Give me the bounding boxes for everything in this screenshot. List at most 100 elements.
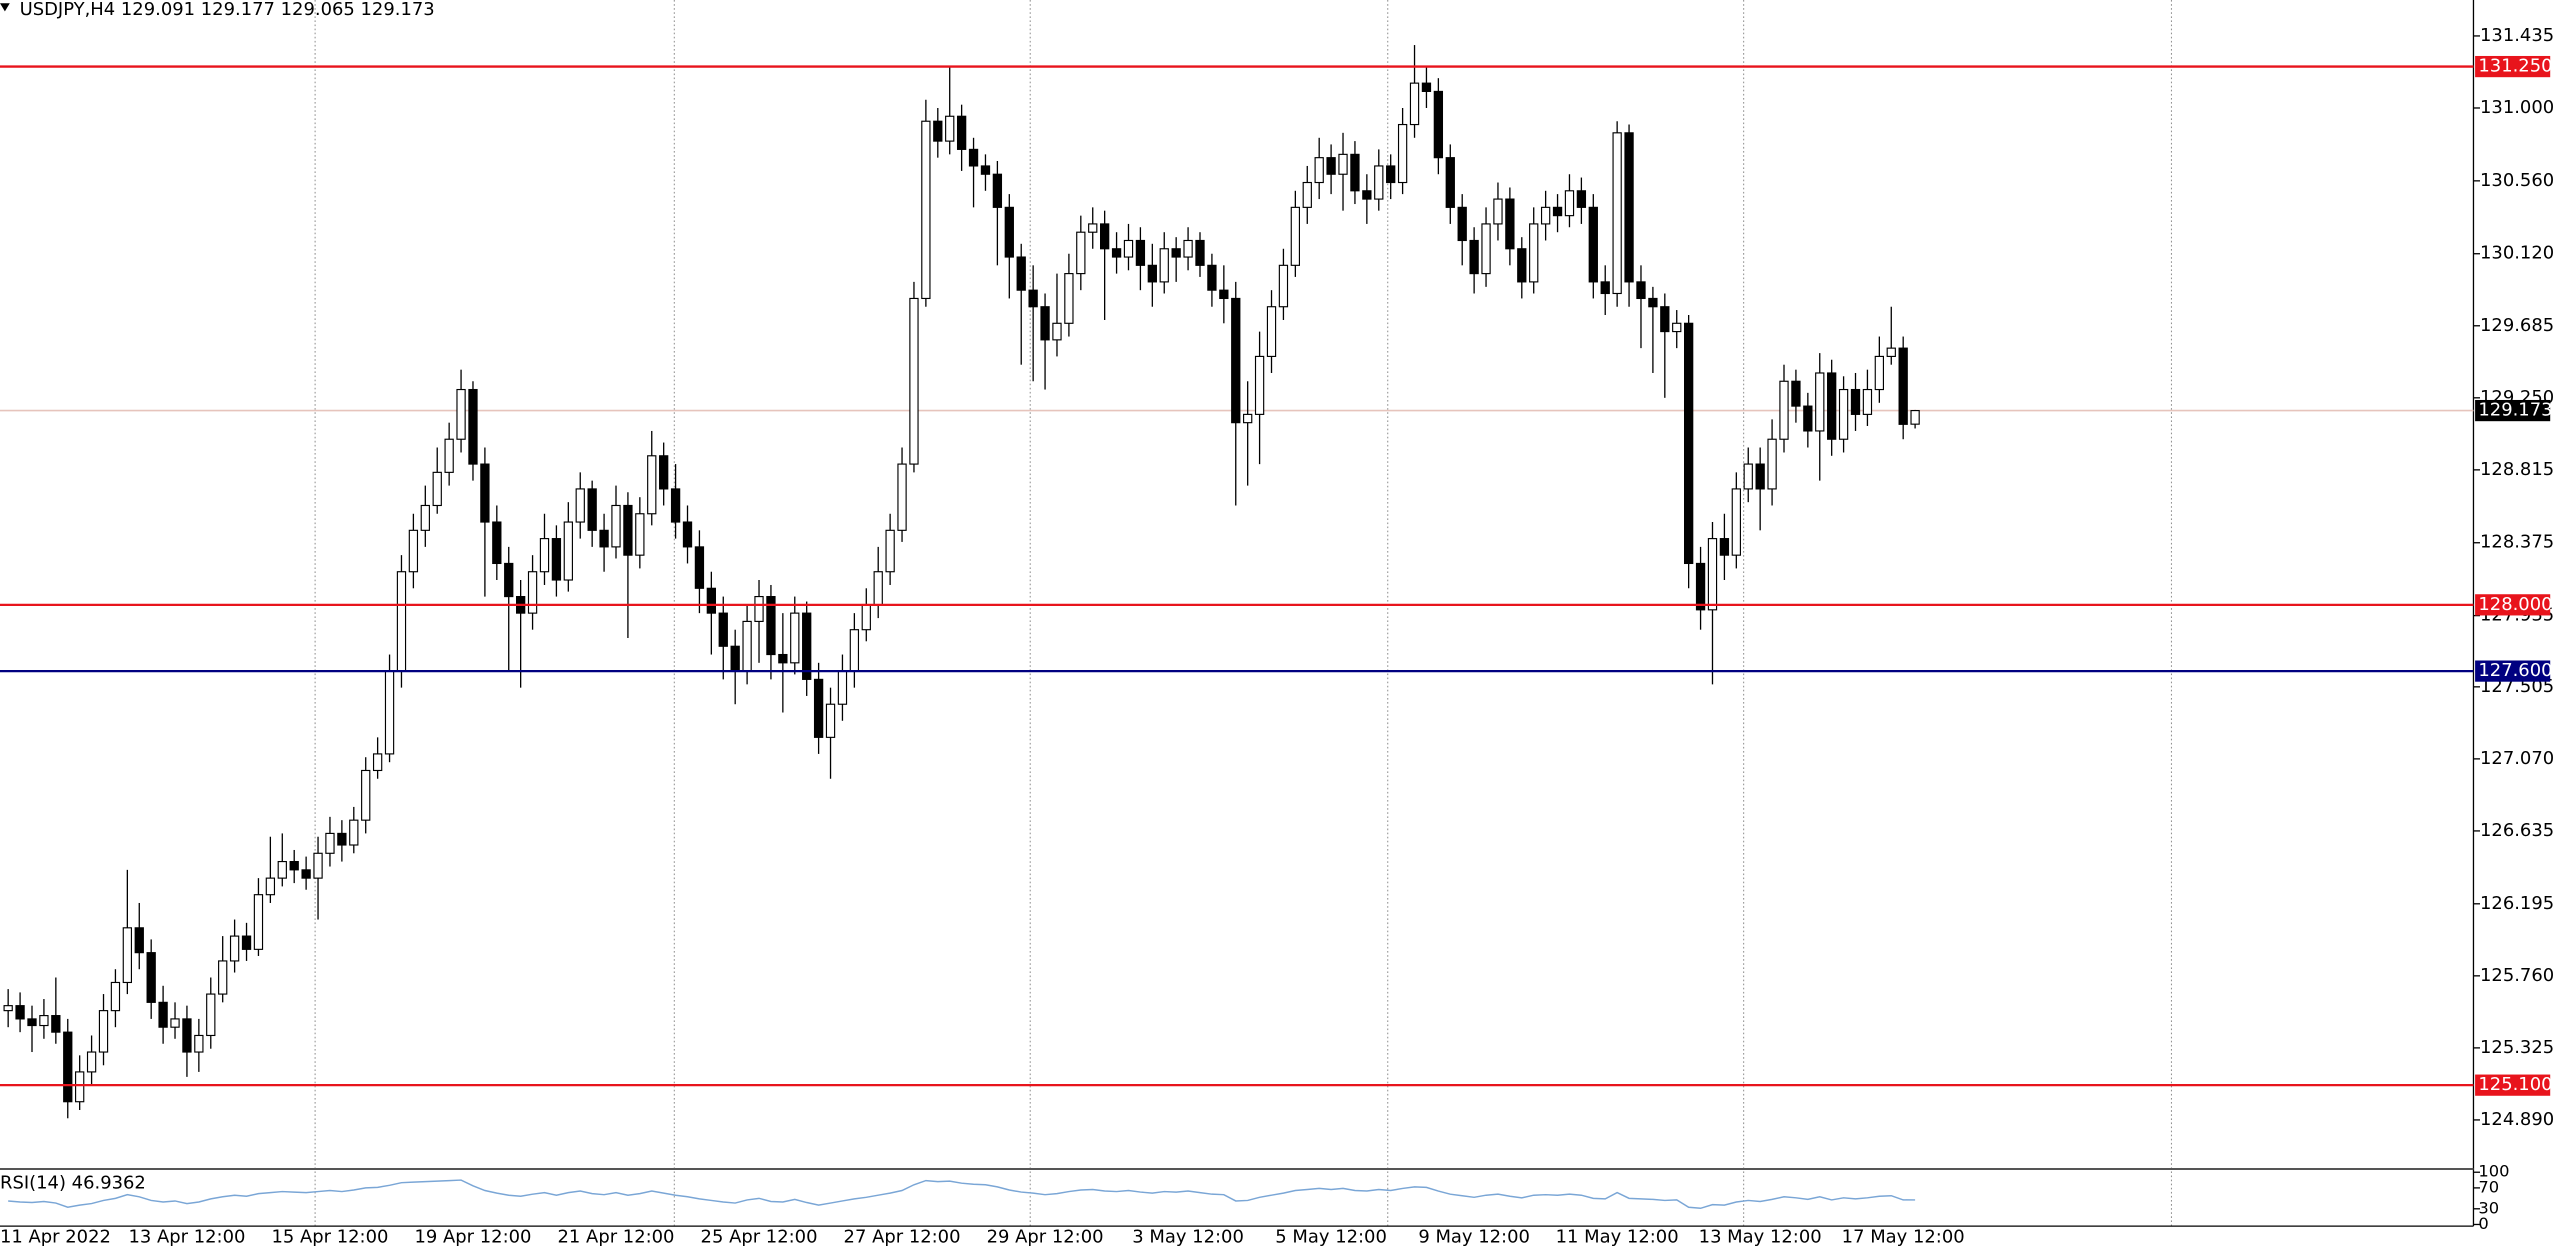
current-price-label: 129.173 [2478, 400, 2552, 421]
x-tick-label: 11 May 12:00 [1556, 1227, 1679, 1247]
candle-body [468, 388, 478, 465]
candle-body [1815, 372, 1825, 432]
candle-body [909, 297, 919, 465]
level-label: 127.600 [2478, 660, 2552, 681]
candle-body [1219, 289, 1229, 300]
y-tick-label: 128.375 [2480, 532, 2554, 553]
y-tick-label: 131.000 [2480, 97, 2554, 118]
candle-body [599, 529, 609, 548]
candle-body [1517, 248, 1527, 283]
candle-body [945, 115, 955, 142]
candle-body [1672, 322, 1682, 333]
candle-body [980, 165, 991, 175]
candle-body [1433, 90, 1444, 159]
candle-body [420, 504, 430, 531]
x-tick-label: 5 May 12:00 [1275, 1227, 1387, 1247]
candle-body [277, 860, 287, 879]
candle-body [301, 869, 311, 879]
candle-body [122, 927, 132, 984]
candle-body [1314, 157, 1324, 184]
candle-body [1302, 181, 1312, 208]
candle-body [1719, 538, 1730, 556]
level-label-bg [2475, 594, 2551, 616]
candle-body [1755, 463, 1765, 490]
candle-body [1171, 248, 1181, 258]
candle-body [384, 670, 395, 755]
candle-body [218, 960, 228, 995]
candle-body [897, 463, 907, 531]
candle-body [849, 629, 860, 672]
candle-body [1362, 190, 1372, 200]
candle-body [1636, 281, 1646, 300]
candle-body [861, 604, 871, 631]
candle-body [837, 670, 848, 705]
y-tick-label: 124.890 [2480, 1109, 2554, 1130]
candle-body [3, 1005, 13, 1012]
y-tick-label: 126.195 [2480, 893, 2554, 914]
candle-body [15, 1005, 25, 1020]
candle-body [1135, 239, 1146, 266]
candle-body [790, 612, 800, 664]
candle-body [1779, 380, 1789, 440]
candle-body [1231, 297, 1241, 424]
candle-body [253, 894, 264, 950]
candle-body [1850, 388, 1861, 415]
rsi-tick-label: 100 [2478, 1162, 2509, 1181]
candle-body [313, 852, 323, 879]
candle-body [51, 1015, 61, 1033]
candle-body [1874, 355, 1884, 391]
candle-body [1445, 157, 1455, 208]
candle-body [1052, 322, 1062, 341]
candle-body [75, 1071, 85, 1103]
candle-body [1076, 231, 1086, 275]
candle-body [146, 952, 156, 1003]
candle-body [1743, 463, 1753, 490]
candle-body [1910, 410, 1920, 425]
candle-body [1767, 438, 1777, 490]
candle-body [575, 488, 585, 523]
candle-body [1123, 239, 1134, 258]
candle-body [1457, 206, 1467, 242]
candle-body [968, 148, 979, 167]
level-label-bg [2475, 55, 2551, 78]
candle-body [694, 546, 705, 589]
candle-body [1493, 198, 1503, 225]
candle-body [682, 521, 693, 548]
candle-body [480, 463, 490, 523]
candle-body [992, 173, 1003, 208]
candle-body [635, 513, 645, 556]
indicator-title: RSI(14) 46.9362 [0, 1173, 146, 1194]
candle-body [933, 120, 943, 142]
candle-body [1731, 488, 1741, 556]
current-price-label-bg [2475, 399, 2551, 422]
candle-body [1159, 248, 1169, 283]
x-tick-label: 25 Apr 12:00 [701, 1227, 818, 1247]
candle-body [134, 927, 144, 954]
candle-body [1707, 538, 1718, 611]
candle-body [611, 504, 621, 548]
candle-body [182, 1018, 192, 1053]
candle-body [456, 388, 466, 440]
candle-body [921, 120, 931, 300]
x-tick-label: 17 May 12:00 [1842, 1227, 1965, 1247]
candle-body [742, 620, 752, 672]
candle-body [825, 703, 836, 738]
candle-body [563, 521, 573, 581]
candle-body [396, 571, 407, 672]
x-tick-label: 13 May 12:00 [1699, 1227, 1822, 1247]
candle-body [527, 571, 538, 614]
candle-body [492, 521, 502, 565]
candle-body [1290, 206, 1301, 266]
level-label-bg [2475, 1074, 2551, 1096]
y-tick-label: 125.760 [2480, 965, 2554, 986]
candle-body [158, 1001, 168, 1028]
candle-body [110, 981, 121, 1012]
rsi-line [8, 1179, 1916, 1210]
candle-body [361, 769, 371, 821]
rsi-tick-label: 0 [2478, 1214, 2488, 1233]
candle-body [730, 645, 740, 672]
candle-body [1064, 273, 1074, 324]
candle-body [1695, 562, 1706, 611]
candle-body [802, 612, 812, 680]
